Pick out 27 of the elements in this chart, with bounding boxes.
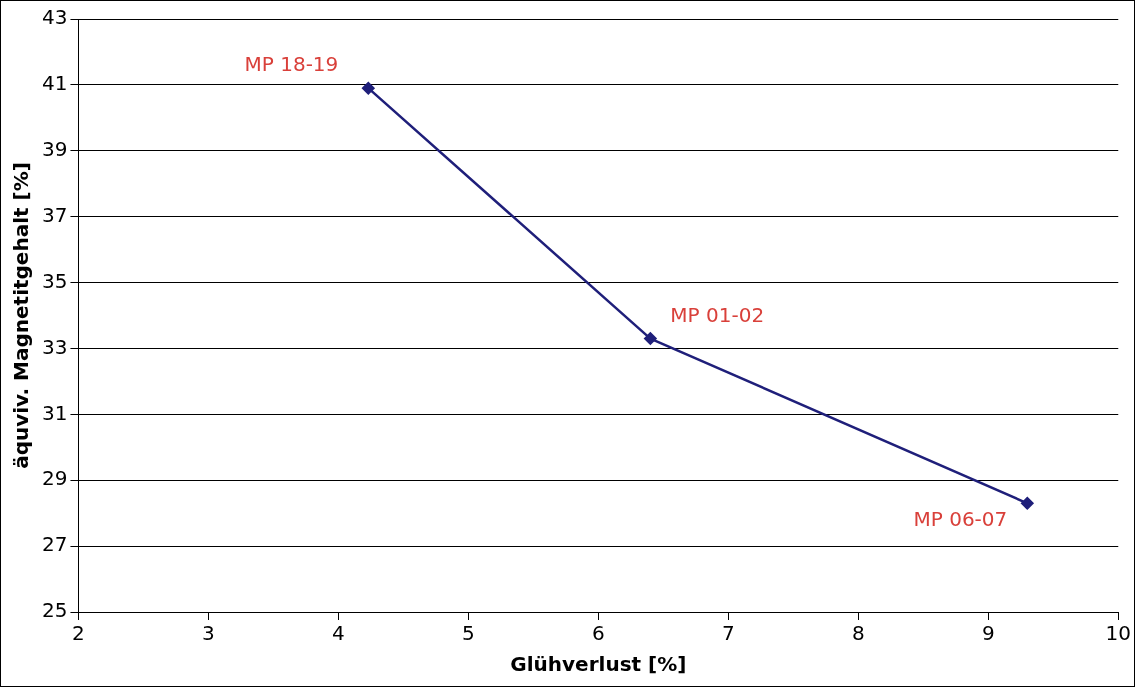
- x-tick-label: 7: [721, 621, 735, 646]
- x-tick-label: 6: [592, 621, 605, 646]
- annotation: MP 18-19: [244, 52, 339, 77]
- y-tick-label: 43: [42, 5, 68, 30]
- point: [644, 332, 657, 345]
- x-tick-label: 4: [332, 621, 345, 646]
- point: [1021, 497, 1034, 510]
- y-tick-label: 27: [42, 532, 68, 557]
- annotation: MP 01-02: [670, 302, 765, 327]
- y-tick-label: 29: [42, 466, 68, 491]
- y-tick-label: 37: [42, 202, 68, 227]
- x-tick-label: 10: [1105, 621, 1131, 646]
- x-tick-label: 9: [981, 621, 995, 646]
- x-tick-label: 3: [202, 621, 215, 646]
- y-tick-label: 25: [42, 598, 68, 623]
- x-tick-label: 8: [851, 621, 865, 646]
- point: [362, 81, 375, 95]
- y-axis-title: äquviv. Magnetitgehalt [%]: [9, 162, 34, 469]
- x-tick-label: 5: [462, 621, 475, 646]
- x-axis-title: Glühverlust [%]: [510, 652, 687, 677]
- y-tick-label: 41: [42, 71, 68, 96]
- y-tick-label: 39: [42, 136, 68, 161]
- y-tick-label: 35: [42, 268, 68, 293]
- y-tick-label: 33: [42, 334, 68, 359]
- x-tick-label: 2: [72, 621, 85, 646]
- y-tick-label: 31: [42, 400, 68, 425]
- annotation: MP 06-07: [913, 507, 1008, 532]
